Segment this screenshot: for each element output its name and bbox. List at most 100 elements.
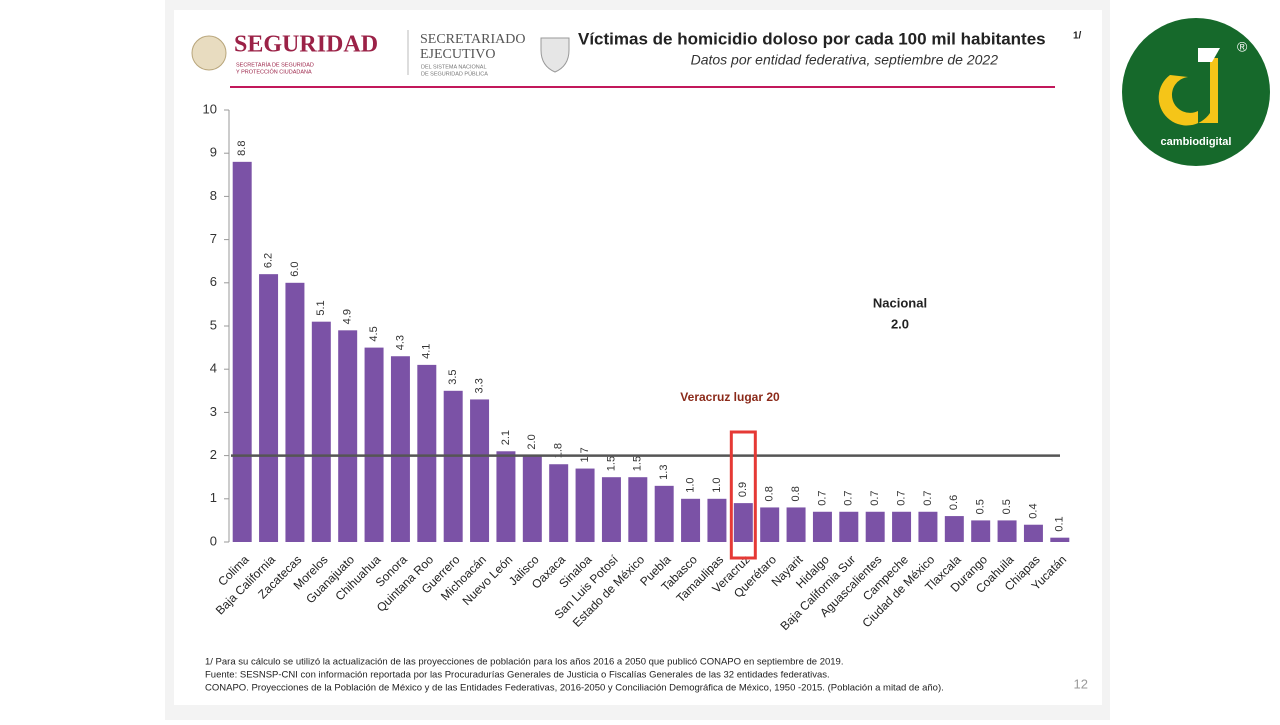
bar (259, 274, 279, 542)
national-label: Nacional (873, 295, 927, 310)
value-label: 1.5 (632, 456, 644, 471)
value-label: 0.4 (1027, 503, 1039, 518)
page-number: 12 (1074, 676, 1088, 691)
y-tick-label: 2 (210, 447, 217, 462)
value-label: 3.5 (447, 370, 459, 385)
y-tick-label: 8 (210, 188, 217, 203)
value-label: 0.7 (843, 490, 855, 505)
chart-subtitle: Datos por entidad federativa, septiembre… (691, 52, 999, 68)
y-tick-label: 10 (203, 101, 217, 116)
highlight-box (729, 430, 757, 560)
value-label: 6.0 (289, 262, 301, 277)
bar (417, 364, 437, 542)
y-tick-label: 5 (210, 317, 217, 332)
bar (470, 399, 490, 542)
bar (971, 520, 991, 542)
bar (812, 511, 832, 542)
value-label: 0.6 (948, 495, 960, 510)
emblem (191, 35, 227, 71)
y-tick-label: 4 (210, 361, 217, 376)
bar (654, 485, 674, 542)
value-label: 0.9 (737, 482, 749, 497)
brand-sub: SECRETARÍA DE SEGURIDAD (236, 61, 314, 68)
value-label: 1.0 (711, 478, 723, 493)
value-label: 0.5 (975, 499, 987, 514)
agency-sub: DEL SISTEMA NACIONAL (421, 64, 487, 70)
agency: SECRETARIADO (420, 32, 525, 47)
logo-mark (1198, 48, 1220, 62)
value-label: 1.0 (684, 478, 696, 493)
value-label: 4.3 (394, 335, 406, 350)
value-label: 6.2 (262, 253, 274, 268)
value-label: 4.9 (342, 309, 354, 324)
bar (601, 477, 621, 542)
bar (760, 507, 780, 542)
value-label: 5.1 (315, 300, 327, 315)
bar (1050, 537, 1070, 542)
value-label: 4.1 (421, 344, 433, 359)
brand: SEGURIDAD (234, 32, 378, 58)
logo-text: cambiodigital (1161, 136, 1232, 148)
y-tick-label: 3 (210, 404, 217, 419)
value-label: 0.1 (1054, 516, 1066, 531)
bar (549, 464, 569, 542)
value-label: 0.5 (1001, 499, 1013, 514)
y-tick-label: 9 (210, 145, 217, 160)
bar (997, 520, 1017, 542)
bar (311, 321, 331, 542)
bar (918, 511, 938, 542)
shield (540, 37, 570, 73)
bar (786, 507, 806, 542)
value-label: 2.1 (500, 430, 512, 445)
bar (839, 511, 859, 542)
agency: EJECUTIVO (420, 47, 495, 62)
highlight-label: Veracruz lugar 20 (680, 390, 780, 404)
bar (628, 477, 648, 542)
bar (892, 511, 912, 542)
value-label: 0.7 (816, 490, 828, 505)
value-label: 0.8 (764, 486, 776, 501)
logo-circle (1122, 18, 1270, 166)
value-label: 0.7 (922, 490, 934, 505)
logo-mark (1158, 58, 1218, 126)
y-tick-label: 6 (210, 274, 217, 289)
value-label: 1.5 (605, 456, 617, 471)
bar (575, 468, 595, 542)
footnote: CONAPO. Proyecciones de la Población de … (205, 683, 944, 694)
bar (285, 282, 305, 542)
footnote: 1/ Para su cálculo se utilizó la actuali… (205, 657, 843, 668)
bar (681, 498, 701, 542)
bar (1023, 524, 1043, 542)
footnote: Fuente: SESNSP-CNI con información repor… (205, 670, 830, 681)
bar (707, 498, 727, 542)
bar (390, 356, 410, 542)
bar (522, 455, 542, 542)
brand-sub: Y PROTECCIÓN CIUDADANA (236, 68, 312, 75)
y-tick-label: 0 (210, 533, 217, 548)
value-label: 4.5 (368, 326, 380, 341)
bar (865, 511, 885, 542)
value-label: 2.0 (526, 434, 538, 449)
value-label: 0.7 (895, 490, 907, 505)
bar (944, 516, 964, 542)
bar (232, 161, 252, 542)
national-value: 2.0 (891, 316, 909, 331)
y-tick-label: 1 (210, 490, 217, 505)
bar (733, 503, 753, 542)
value-label: 8.8 (236, 141, 248, 156)
value-label: 0.7 (869, 490, 881, 505)
title-note: 1/ (1073, 31, 1082, 42)
bar (443, 390, 463, 542)
chart-title: Víctimas de homicidio doloso por cada 10… (578, 29, 1046, 48)
bar (338, 330, 358, 542)
y-tick-label: 7 (210, 231, 217, 246)
value-label: 3.3 (473, 378, 485, 393)
logo-registered: ® (1237, 39, 1248, 55)
value-label: 1.3 (658, 465, 670, 480)
agency-sub: DE SEGURIDAD PÚBLICA (421, 70, 488, 77)
bar (496, 451, 516, 542)
value-label: 0.8 (790, 486, 802, 501)
bar (364, 347, 384, 542)
